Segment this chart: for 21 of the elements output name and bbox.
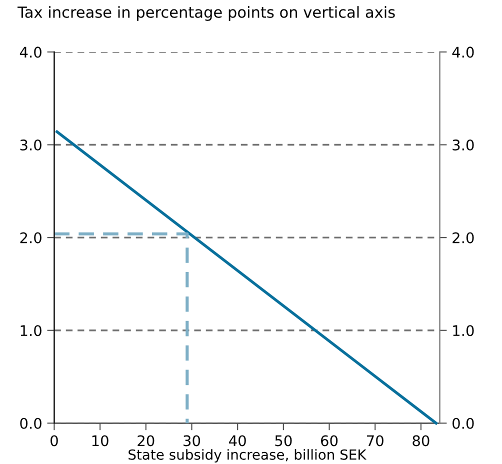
x-axis-title: State subsidy increase, billion SEK xyxy=(128,449,367,463)
y-tick-label: 4.0 xyxy=(20,46,42,58)
x-tick-label: 40 xyxy=(229,435,246,446)
y-tick-label: 0.0 xyxy=(20,418,42,429)
y2-tick-label: 4.0 xyxy=(452,46,474,58)
x-tick-label: 10 xyxy=(92,435,108,446)
chart-title: Tax increase in percentage points on vertical axis xyxy=(18,6,395,21)
x-tick-label: 80 xyxy=(412,435,430,446)
y2-tick-label: 3.0 xyxy=(452,139,474,151)
x-tick-label: 20 xyxy=(138,435,154,446)
x-tick-label: 50 xyxy=(275,435,292,446)
y2-tick-label: 0.0 xyxy=(452,418,474,429)
x-tick-label: 60 xyxy=(321,435,338,446)
y-tick-label: 2.0 xyxy=(20,232,42,244)
y2-tick-label: 2.0 xyxy=(452,232,474,244)
x-tick-label: 30 xyxy=(184,435,200,446)
x-tick-label: 0 xyxy=(50,435,58,446)
y-tick-label: 3.0 xyxy=(20,139,42,151)
y-tick-label: 1.0 xyxy=(20,325,42,336)
x-tick-label: 70 xyxy=(367,435,384,446)
y2-tick-label: 1.0 xyxy=(453,325,474,336)
